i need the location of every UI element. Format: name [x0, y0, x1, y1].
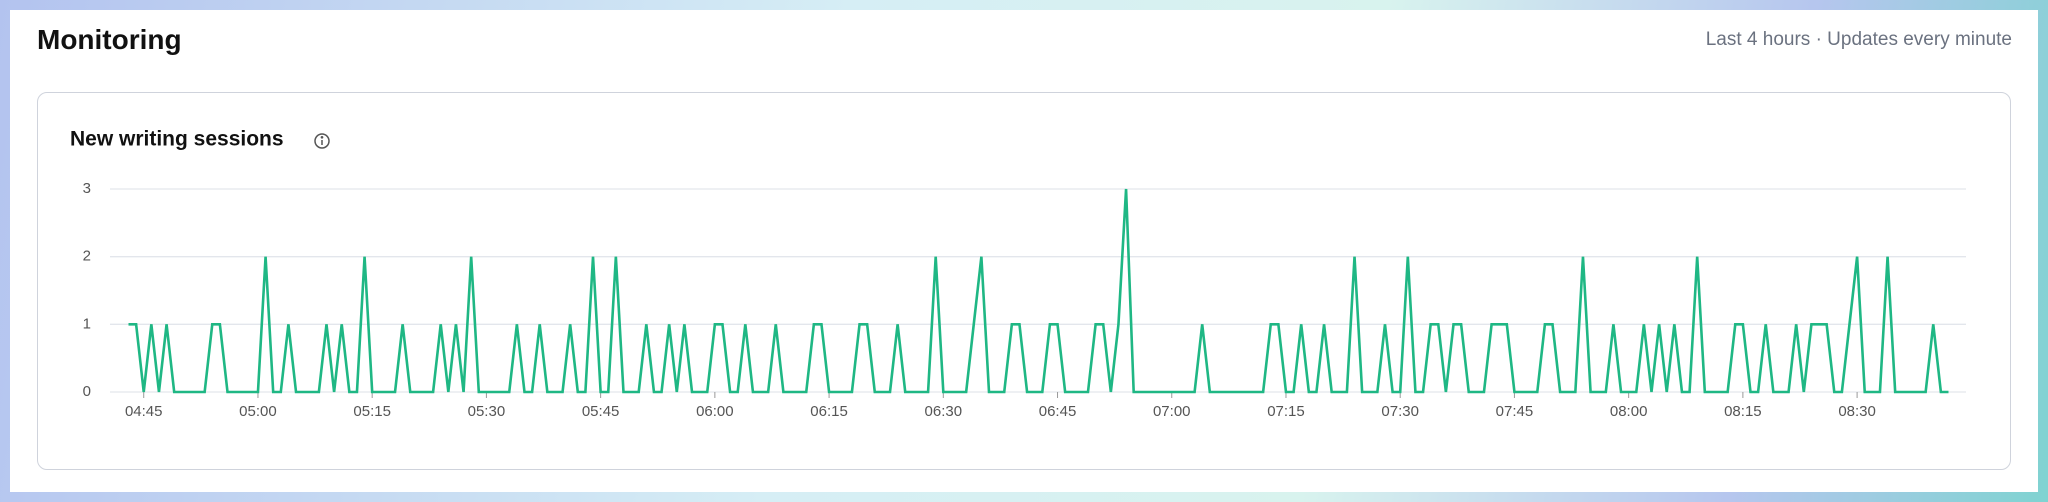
y-tick-label: 0 — [83, 383, 91, 400]
x-tick-label: 07:15 — [1267, 403, 1305, 420]
x-tick-label: 06:15 — [810, 403, 848, 420]
y-tick-label: 2 — [83, 248, 91, 265]
x-tick-label: 05:00 — [239, 403, 277, 420]
x-tick-label: 08:00 — [1610, 403, 1648, 420]
x-tick-label: 06:00 — [696, 403, 734, 420]
x-tick-label: 07:00 — [1153, 403, 1191, 420]
x-tick-label: 06:30 — [925, 403, 963, 420]
x-tick-label: 04:45 — [125, 403, 163, 420]
y-tick-label: 3 — [83, 180, 91, 197]
x-tick-label: 08:30 — [1838, 403, 1876, 420]
x-tick-label: 05:30 — [468, 403, 506, 420]
x-tick-label: 07:45 — [1496, 403, 1534, 420]
page-title: Monitoring — [37, 24, 182, 55]
x-tick-label: 05:45 — [582, 403, 620, 420]
info-icon[interactable] — [314, 133, 330, 149]
status-text: Last 4 hours · Updates every minute — [1705, 29, 2012, 50]
x-tick-label: 08:15 — [1724, 403, 1762, 420]
x-tick-label: 07:30 — [1381, 403, 1419, 420]
chart-title: New writing sessions — [70, 128, 284, 151]
x-tick-label: 06:45 — [1039, 403, 1077, 420]
x-tick-label: 05:15 — [353, 403, 391, 420]
y-tick-label: 1 — [83, 315, 91, 332]
data-line — [128, 188, 1949, 394]
